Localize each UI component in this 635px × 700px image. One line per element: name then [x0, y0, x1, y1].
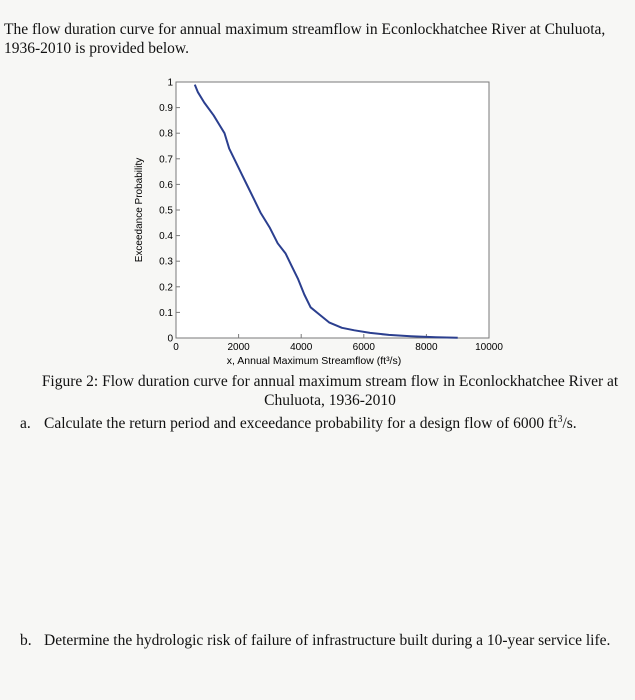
y-tick-label: 0.2	[159, 282, 173, 293]
intro-line-2: 1936-2010 is provided below.	[4, 40, 189, 57]
question-b-text: Determine the hydrologic risk of failure…	[44, 632, 611, 649]
y-tick-label: 1	[167, 78, 173, 89]
question-a-text: Calculate the return period and exceedan…	[44, 415, 558, 432]
flow-duration-chart: 0 0.1 0.2 0.3 0.4 0.5 0.6 0.7 0.8 0.9 1 0 2000 4000 6…	[134, 78, 503, 368]
question-a-superscript: 3	[557, 413, 563, 425]
x-tick-label: 4000	[290, 342, 313, 353]
y-ticks: 0 0.1 0.2 0.3 0.4 0.5 0.6 0.7 0.8 0.9 1	[159, 78, 180, 345]
intro-paragraph: The flow duration curve for annual maxim…	[4, 20, 630, 58]
question-b-label: b.	[20, 632, 32, 649]
question-a-label: a.	[20, 415, 31, 432]
y-tick-label: 0.5	[159, 206, 173, 217]
plot-area	[175, 81, 490, 339]
x-tick-label: 0	[173, 342, 179, 353]
x-tick-label: 2000	[227, 342, 250, 353]
y-tick-label: 0.1	[159, 308, 173, 319]
x-tick-label: 8000	[415, 342, 438, 353]
y-tick-label: 0.3	[159, 257, 173, 268]
question-a-tail: /s.	[562, 415, 577, 432]
x-axis-label: x, Annual Maximum Streamflow (ft³/s)	[227, 355, 401, 367]
figure-caption-line-1: Figure 2: Flow duration curve for annual…	[41, 373, 619, 390]
series-line	[193, 84, 458, 339]
y-tick-label: 0.9	[159, 103, 173, 114]
y-tick-label: 0.8	[159, 129, 173, 140]
question-b: b. Determine the hydrologic risk of failu…	[20, 631, 625, 650]
y-tick-label: 0.4	[159, 231, 173, 242]
y-tick-label: 0.7	[159, 154, 173, 165]
figure-caption-line-2: Chuluota, 1936-2010	[264, 392, 396, 409]
y-tick-label: 0.6	[159, 180, 173, 191]
intro-line-1: The flow duration curve for annual maxim…	[4, 21, 606, 38]
y-tick-label: 0	[167, 334, 173, 345]
x-ticks: 0 2000 4000 6000 8000 10000	[173, 334, 503, 353]
figure-caption: Figure 2: Flow duration curve for annual…	[30, 372, 630, 410]
question-a: a. Calculate the return period and exceed…	[20, 414, 630, 433]
y-axis-label: Exceedance Probability	[134, 158, 145, 263]
x-tick-label: 10000	[475, 342, 503, 353]
x-tick-label: 6000	[353, 342, 376, 353]
